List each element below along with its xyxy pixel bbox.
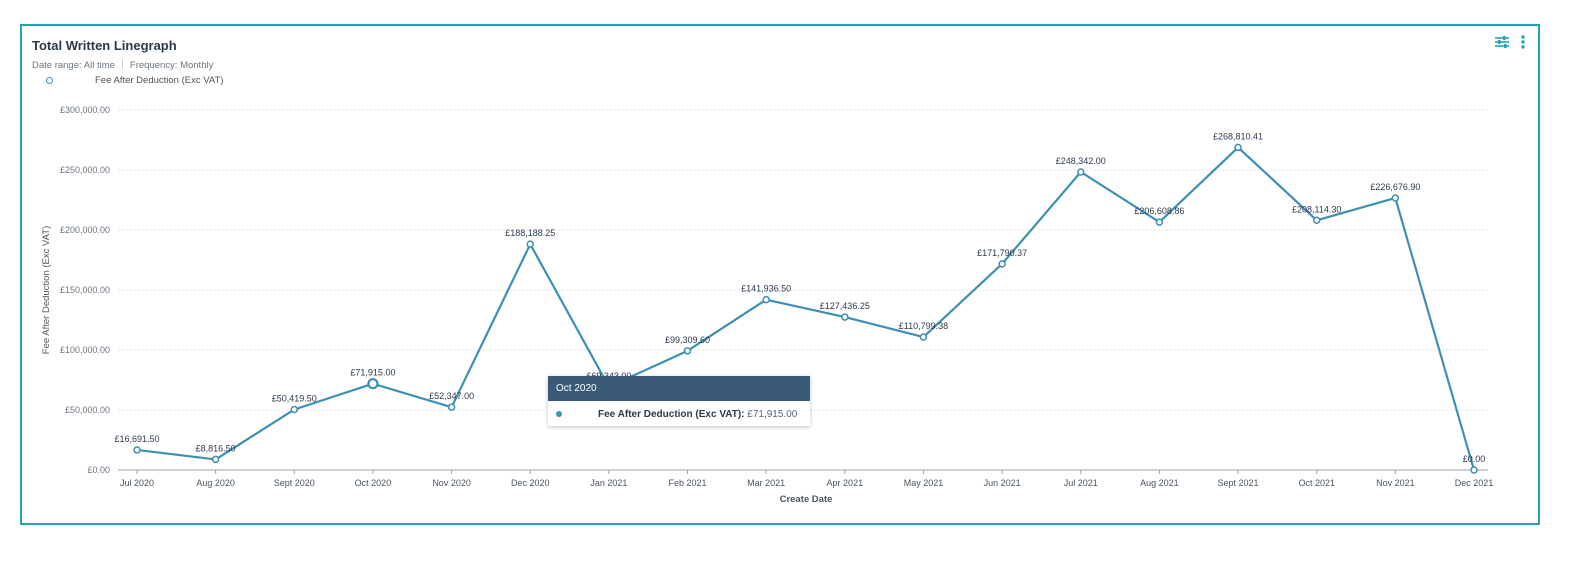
tooltip-series-dot-icon [556, 411, 562, 417]
x-tick-label: Dec 2021 [1455, 478, 1494, 488]
data-point [1234, 143, 1242, 152]
data-point [290, 405, 299, 414]
data-point [1077, 168, 1085, 176]
data-point [133, 446, 141, 454]
data-label: £141,936.50 [741, 284, 791, 294]
tooltip-label: Fee After Deduction (Exc VAT): [598, 409, 745, 420]
chart-card: Total Written Linegraph Date range: All … [20, 24, 1540, 525]
data-label: £110,799.38 [899, 321, 948, 331]
data-point [1155, 218, 1164, 226]
y-tick-label: £150,000.00 [60, 285, 110, 295]
data-point [1470, 466, 1478, 474]
data-point [1391, 194, 1400, 202]
x-tick-label: Jun 2021 [984, 478, 1021, 488]
x-tick-label: Mar 2021 [747, 478, 785, 488]
x-axis-title: Create Date [780, 494, 833, 505]
data-point [841, 313, 849, 321]
chart-legend[interactable]: Fee After Deduction (Exc VAT) [46, 75, 223, 86]
data-label: £71,915.00 [350, 368, 395, 378]
series-line [136, 146, 1476, 471]
x-tick-label: Aug 2021 [1140, 478, 1179, 488]
x-tick-label: Dec 2020 [511, 478, 550, 488]
data-label: £50,419.50 [272, 393, 317, 403]
more-vertical-icon[interactable] [1520, 35, 1526, 49]
data-point [919, 333, 928, 341]
tooltip-value: £71,915.00 [747, 409, 798, 420]
data-point [998, 260, 1006, 268]
x-tick-label: Oct 2020 [355, 478, 392, 488]
data-label: £0.00 [1463, 454, 1486, 464]
chart-tooltip: Oct 2020 Fee After Deduction (Exc VAT): … [548, 376, 810, 426]
data-point [447, 403, 456, 411]
x-tick-label: Jul 2020 [120, 478, 154, 488]
y-tick-label: £250,000.00 [60, 165, 110, 175]
widget-toolbar [1494, 35, 1526, 49]
date-range-label: Date range: All time [32, 60, 115, 71]
x-tick-label: Aug 2020 [196, 478, 235, 488]
x-tick-label: Feb 2021 [669, 478, 707, 488]
data-label: £226,676.90 [1370, 182, 1420, 192]
y-tick-label: £100,000.00 [60, 345, 110, 355]
tooltip-header: Oct 2020 [548, 376, 810, 401]
data-point [211, 455, 220, 464]
data-point [526, 240, 534, 248]
x-tick-label: Jan 2021 [590, 478, 627, 488]
x-tick-label: Jul 2021 [1064, 478, 1098, 488]
legend-label: Fee After Deduction (Exc VAT) [95, 75, 224, 86]
tooltip-body: Fee After Deduction (Exc VAT): £71,915.0… [548, 401, 810, 420]
y-tick-label: £300,000.00 [60, 105, 110, 115]
data-label: £16,691.50 [114, 434, 159, 444]
y-tick-label: £200,000.00 [60, 225, 110, 235]
widget-meta: Date range: All time Frequency: Monthly [32, 59, 213, 71]
x-tick-label: Oct 2021 [1298, 478, 1335, 488]
data-label: £171,790.37 [977, 248, 1027, 258]
data-label: £99,309.60 [665, 335, 710, 345]
widget-title: Total Written Linegraph [32, 38, 177, 53]
data-label: £8,816.50 [196, 443, 236, 453]
data-label: £206,608.86 [1134, 206, 1184, 216]
x-tick-label: Sept 2021 [1218, 478, 1259, 488]
data-label: £52,347.00 [429, 391, 474, 401]
legend-marker-icon [46, 77, 53, 84]
y-tick-label: £0.00 [87, 465, 110, 475]
x-tick-label: Nov 2021 [1376, 478, 1415, 488]
x-tick-label: Apr 2021 [827, 478, 864, 488]
data-label: £127,436.25 [820, 301, 870, 311]
data-label: £208,114.30 [1292, 204, 1341, 214]
y-axis-title: Fee After Deduction (Exc VAT) [41, 226, 52, 354]
data-label: £69,343.00 [586, 371, 631, 381]
x-tick-label: Sept 2020 [274, 478, 315, 488]
data-label: £268,810.41 [1213, 131, 1263, 141]
frequency-label: Frequency: Monthly [129, 60, 214, 71]
data-point [683, 347, 692, 355]
meta-divider [121, 59, 123, 69]
filter-sliders-icon[interactable] [1494, 35, 1510, 49]
x-tick-label: May 2021 [904, 478, 944, 488]
data-point [367, 378, 379, 390]
data-label: £248,342.00 [1056, 156, 1106, 166]
data-point [762, 295, 770, 304]
data-point [1312, 216, 1321, 225]
data-label: £188,188.25 [505, 228, 555, 238]
x-tick-label: Nov 2020 [432, 478, 471, 488]
y-tick-label: £50,000.00 [65, 405, 110, 415]
